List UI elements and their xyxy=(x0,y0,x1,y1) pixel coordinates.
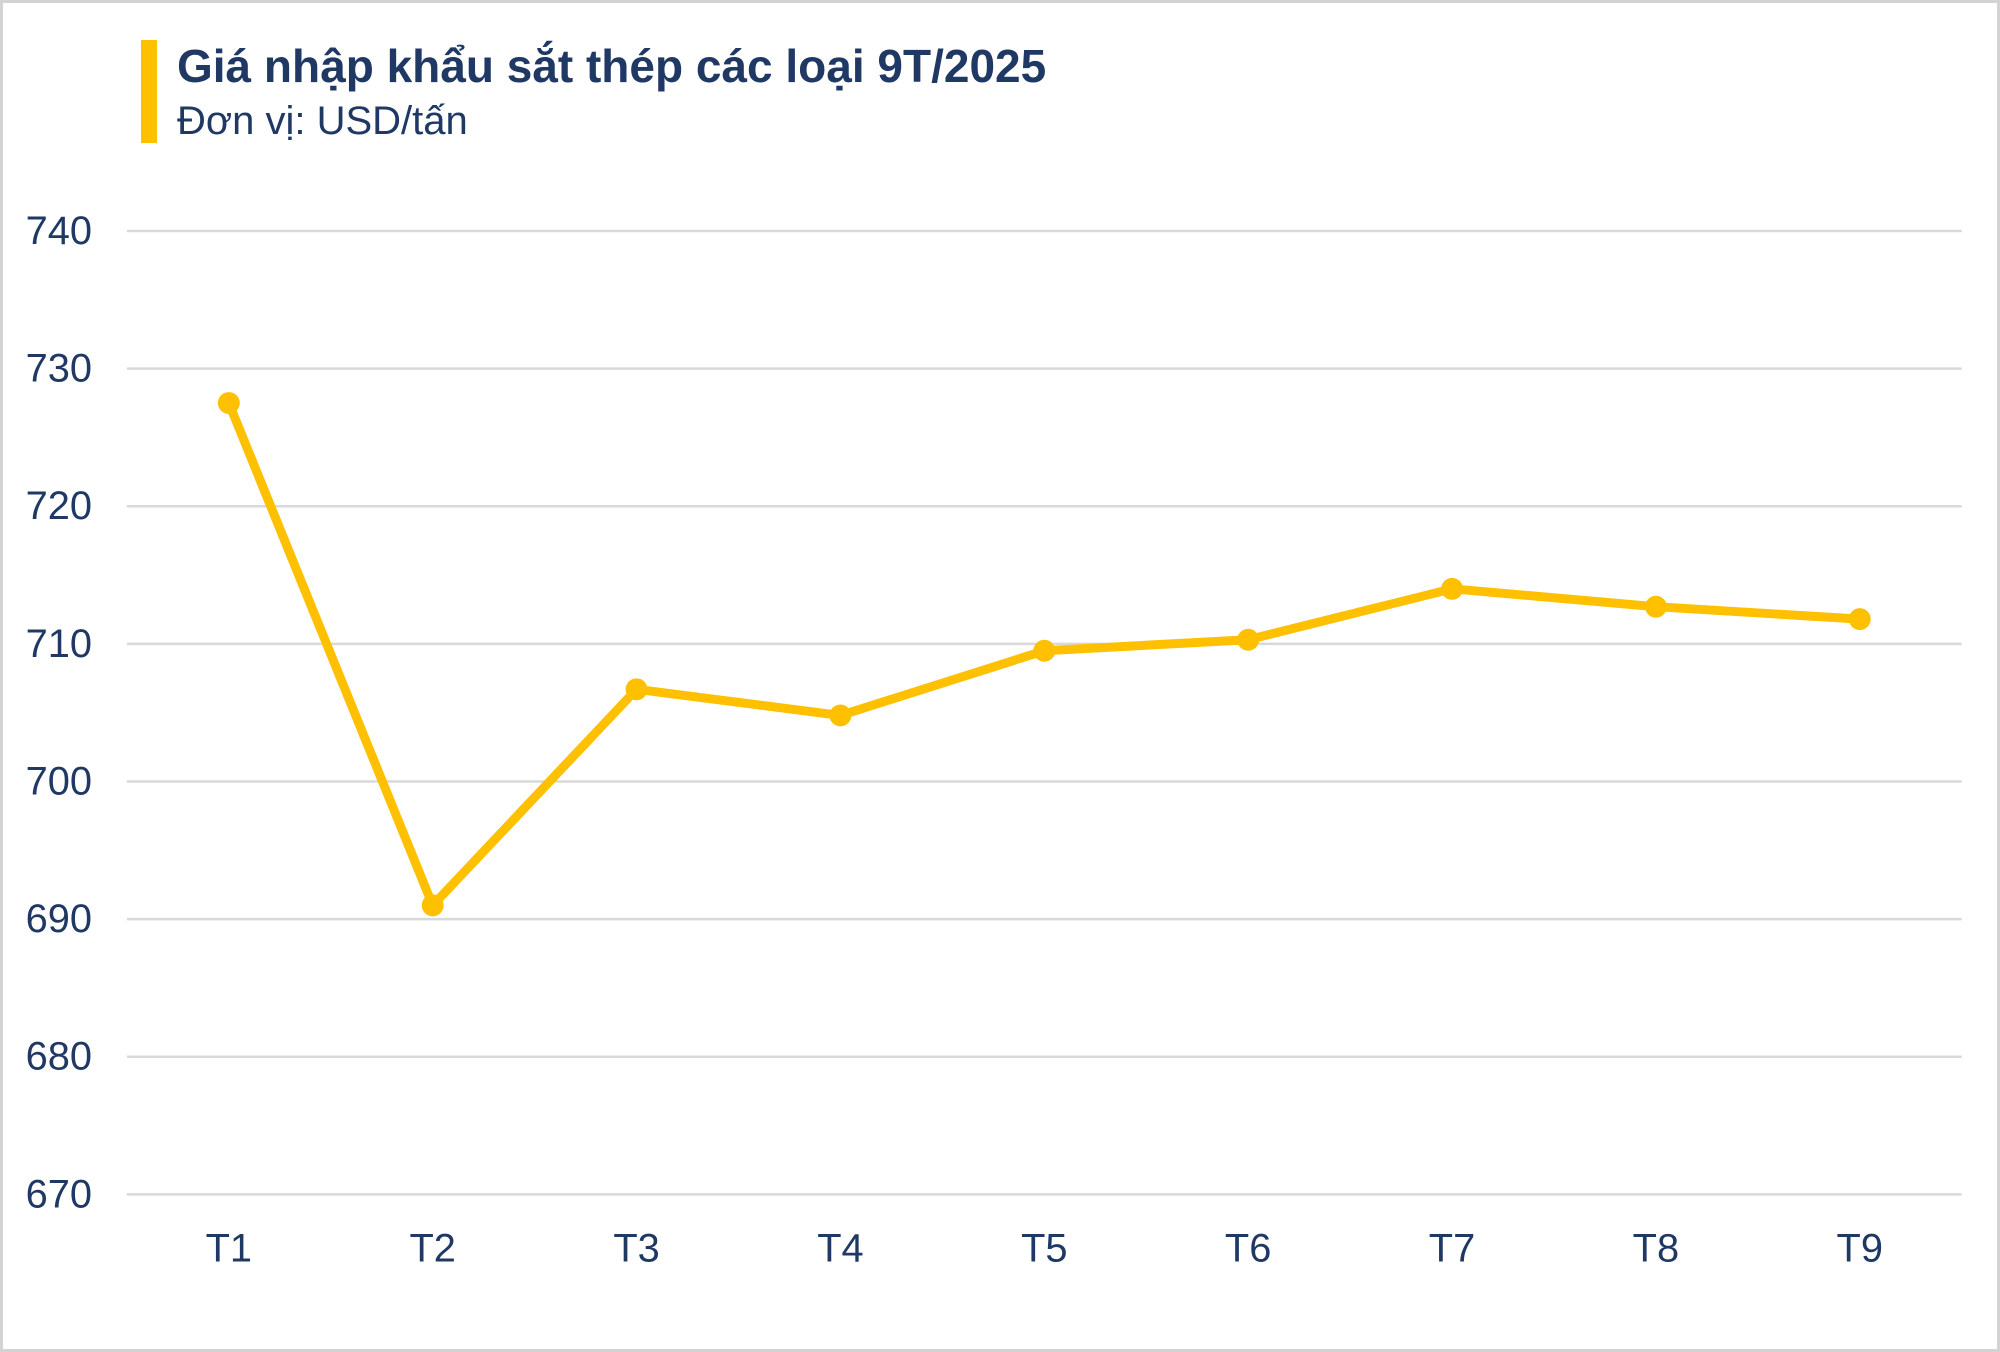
data-point-marker xyxy=(1033,639,1056,662)
x-tick-label: T8 xyxy=(1633,1226,1679,1270)
chart-subtitle: Đơn vị: USD/tấn xyxy=(177,99,468,143)
x-tick-label: T7 xyxy=(1429,1226,1475,1270)
y-tick-label: 720 xyxy=(26,484,92,528)
x-tick-label: T4 xyxy=(817,1226,863,1270)
data-point-marker xyxy=(1848,608,1871,631)
chart-title: Giá nhập khẩu sắt thép các loại 9T/2025 xyxy=(177,40,1047,92)
data-point-marker xyxy=(421,894,444,917)
y-tick-label: 690 xyxy=(26,897,92,941)
data-point-marker xyxy=(217,392,240,414)
x-tick-label: T5 xyxy=(1021,1226,1067,1270)
y-tick-label: 740 xyxy=(26,209,92,253)
x-tick-label: T6 xyxy=(1225,1226,1271,1270)
data-point-marker xyxy=(1237,628,1260,651)
title-accent-bar xyxy=(141,40,157,143)
x-tick-label: T2 xyxy=(409,1226,455,1270)
y-tick-label: 670 xyxy=(26,1172,92,1216)
x-tick-label: T9 xyxy=(1837,1226,1883,1270)
y-tick-label: 700 xyxy=(26,760,92,804)
y-tick-label: 680 xyxy=(26,1035,92,1079)
y-tick-label: 730 xyxy=(26,347,92,391)
data-point-marker xyxy=(829,704,852,727)
y-tick-label: 710 xyxy=(26,622,92,666)
line-chart: 740 730 720 710 700 690 680 670 T1 T2 T3 T4 T5 T6 T7 T8… xyxy=(26,209,1962,1270)
data-point-marker xyxy=(1644,595,1667,618)
data-point-marker xyxy=(625,678,648,701)
data-point-marker xyxy=(1441,577,1463,600)
x-tick-label: T3 xyxy=(613,1226,659,1270)
x-tick-label: T1 xyxy=(206,1226,252,1270)
